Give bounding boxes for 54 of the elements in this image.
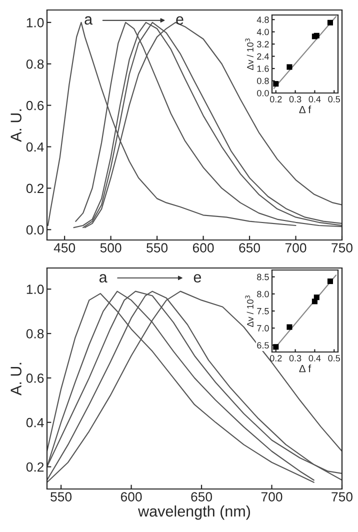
- x-tick-label: 0.3: [289, 96, 302, 102]
- x-tick-label: 0.4: [308, 96, 321, 102]
- y-tick-label: 0.8: [26, 59, 44, 69]
- y-tick-label: 0.4: [26, 418, 44, 428]
- x-tick-label: 650: [191, 492, 212, 502]
- x-axis-title: Δ f: [299, 364, 312, 372]
- x-axis-title: Δ f: [299, 106, 312, 114]
- y-tick-label: 2.4: [257, 53, 269, 60]
- x-tick-label: 550: [146, 243, 168, 252]
- x-tick-label: 600: [120, 492, 142, 502]
- y-tick-label: 0.0: [26, 225, 44, 235]
- y-tick-label: 0.2: [26, 462, 44, 472]
- x-tick-label: 500: [100, 243, 122, 252]
- y-tick-label: 1.6: [257, 65, 269, 72]
- y-tick-label: 8.5: [257, 274, 269, 280]
- x-tick-label: 750: [332, 492, 352, 502]
- annotation: e: [194, 274, 202, 283]
- y-tick-label: 0.2: [26, 184, 44, 194]
- x-tick-label: 0.5: [328, 355, 340, 362]
- y-tick-label: 0.8: [26, 329, 44, 338]
- x-tick-label: 700: [285, 243, 306, 252]
- x-tick-label: 550: [50, 492, 72, 502]
- x-tick-label: 700: [261, 492, 282, 502]
- x-tick-label: 600: [192, 243, 214, 252]
- y-tick-label: 4.8: [256, 16, 269, 23]
- x-tick-label: 0.3: [289, 355, 302, 362]
- x-tick-label: 0.4: [308, 355, 321, 362]
- y-tick-label: 0.6: [26, 374, 44, 383]
- x-tick-label: 0.2: [270, 355, 282, 362]
- x-tick-label: 650: [239, 243, 260, 252]
- y-tick-label: 0.4: [26, 142, 44, 152]
- x-tick-label: 750: [332, 243, 352, 252]
- annotation: a: [84, 16, 93, 25]
- y-tick-label: 1.0: [26, 18, 44, 28]
- y-tick-label: 0.8: [257, 78, 269, 84]
- x-tick-label: 0.2: [270, 96, 282, 102]
- annotation: a: [99, 274, 108, 283]
- y-axis-title: A. U.: [10, 362, 22, 396]
- y-tick-label: 1.0: [26, 284, 44, 294]
- y-tick-label: 8.0: [257, 290, 269, 298]
- x-tick-label: 450: [54, 243, 76, 252]
- y-tick-label: 0.0: [257, 90, 269, 96]
- y-axis-title: Δv / 10$^{3}$: [245, 296, 254, 327]
- x-axis-title: wavelength (nm): [138, 505, 250, 520]
- y-tick-label: 0.6: [26, 100, 44, 110]
- annotation: e: [176, 16, 184, 25]
- y-axis-title: Δv / 10$^{3}$: [245, 38, 254, 70]
- y-tick-label: 7.0: [257, 325, 269, 332]
- y-tick-label: 3.2: [257, 41, 269, 48]
- x-tick-label: 0.5: [328, 96, 340, 102]
- y-tick-label: 7.5: [257, 308, 269, 314]
- y-axis-title: A. U.: [10, 109, 22, 142]
- y-tick-label: 4.0: [256, 28, 269, 36]
- y-tick-label: 6.5: [257, 342, 269, 349]
